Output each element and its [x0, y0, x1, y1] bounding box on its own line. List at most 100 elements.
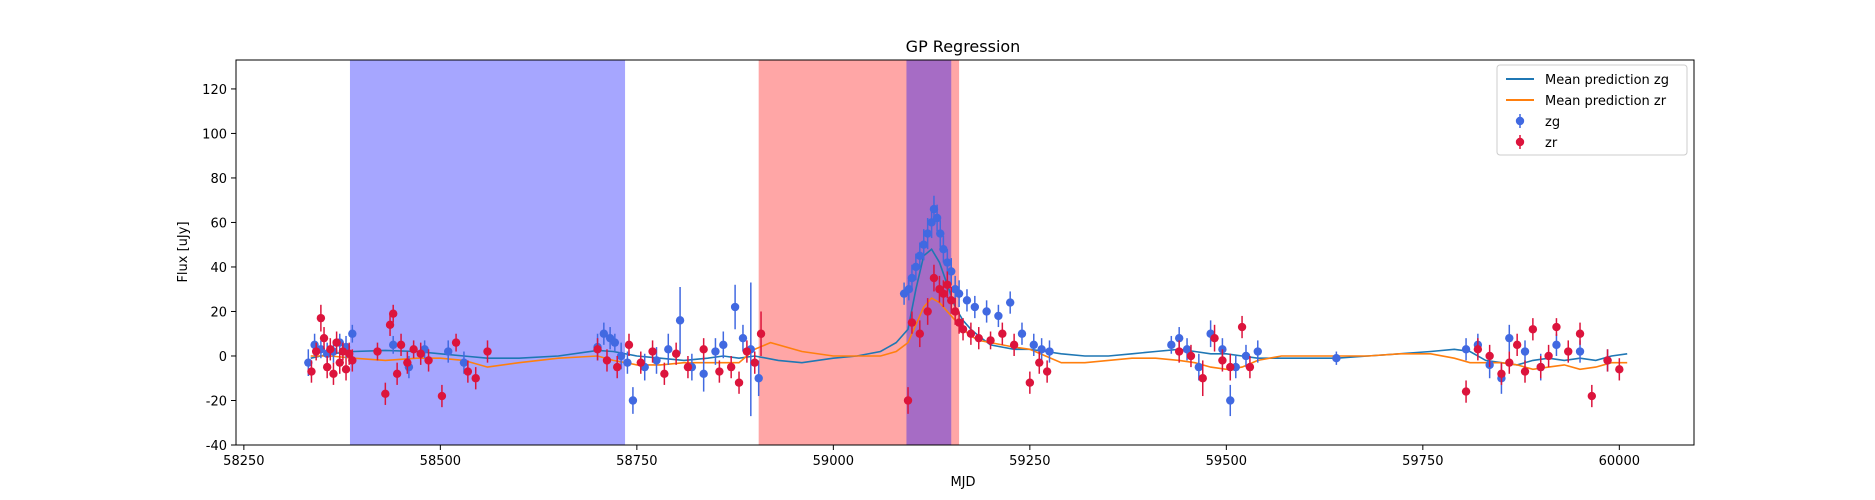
- point-zr: [335, 358, 344, 367]
- point-zr: [939, 289, 948, 298]
- point-zg: [936, 229, 945, 238]
- point-zg: [1520, 347, 1530, 356]
- point-zr: [1009, 340, 1019, 350]
- y-tick-label: -40: [206, 439, 227, 454]
- shaded-region-1: [758, 60, 960, 445]
- point-zr: [392, 369, 402, 378]
- legend-label-mean-prediction-zg: Mean prediction zg: [1545, 73, 1669, 88]
- point-zr: [463, 367, 473, 376]
- y-tick-label: 20: [210, 305, 227, 320]
- point-zg: [1218, 345, 1227, 354]
- point-zg: [1552, 340, 1561, 350]
- legend-label-mean-prediction-zr: Mean prediction zr: [1545, 94, 1667, 109]
- x-tick-label: 58750: [616, 454, 657, 469]
- y-tick-label: 100: [202, 127, 227, 142]
- point-zr: [756, 329, 766, 338]
- legend-swatch-zr: [1515, 137, 1525, 147]
- point-zr: [907, 318, 917, 327]
- point-zr: [715, 367, 724, 376]
- legend: Mean prediction zg Mean prediction zr zg zr: [1496, 64, 1688, 156]
- point-zr: [750, 358, 759, 367]
- point-zr: [1505, 358, 1514, 367]
- point-zg: [970, 302, 980, 312]
- point-zg: [1332, 354, 1341, 363]
- point-zr: [915, 329, 925, 338]
- point-zr: [329, 369, 338, 378]
- point-zr: [1497, 369, 1506, 378]
- point-zr: [1528, 325, 1538, 334]
- point-zr: [966, 329, 976, 338]
- point-zg: [1037, 345, 1046, 354]
- point-zg: [947, 267, 956, 276]
- point-zr: [923, 307, 932, 316]
- y-tick-label: 60: [210, 216, 227, 231]
- point-zr: [1473, 345, 1483, 354]
- plot-frame: [235, 59, 1695, 446]
- point-zr: [1461, 387, 1471, 396]
- point-zg: [754, 374, 763, 383]
- point-zr: [1186, 351, 1196, 361]
- legend-swatch-zg: [1515, 116, 1525, 126]
- x-tick-label: 58250: [223, 454, 264, 469]
- point-zr: [396, 340, 406, 350]
- point-zr: [322, 362, 332, 372]
- plot-area: [304, 60, 1628, 445]
- point-zg: [1182, 345, 1192, 354]
- x-axis-title: MJD: [950, 475, 975, 490]
- legend-box: [1496, 64, 1688, 156]
- y-tick-label: -20: [206, 394, 227, 409]
- point-zg: [907, 273, 917, 283]
- point-zg: [982, 307, 991, 316]
- point-zr: [1210, 333, 1219, 343]
- legend-label-zg: zg: [1545, 115, 1560, 130]
- point-zr: [734, 378, 744, 387]
- point-zr: [1025, 378, 1035, 387]
- point-zr: [986, 336, 995, 345]
- point-zr: [593, 345, 602, 354]
- point-zr: [1615, 365, 1624, 374]
- point-zg: [923, 229, 932, 238]
- point-zr: [1552, 322, 1561, 332]
- x-tick-label: 59250: [1009, 454, 1050, 469]
- point-zr: [699, 345, 708, 354]
- y-tick-label: 80: [210, 172, 227, 187]
- point-zr: [1512, 340, 1522, 350]
- point-zg: [915, 251, 925, 261]
- point-zr: [958, 325, 968, 334]
- point-zg: [699, 369, 708, 378]
- point-zr: [1042, 367, 1052, 376]
- point-zr: [613, 362, 622, 372]
- point-zr: [648, 347, 657, 356]
- point-zg: [664, 345, 673, 354]
- point-zg: [738, 333, 748, 343]
- point-zg: [904, 285, 914, 294]
- point-zr: [726, 362, 736, 372]
- point-zr: [385, 320, 395, 330]
- point-zr: [1218, 356, 1227, 365]
- point-zr: [1174, 347, 1184, 356]
- point-zg: [1505, 333, 1514, 343]
- point-zr: [1587, 391, 1597, 401]
- y-axis: -40 -20 0 20 40 60 80 100 120: [202, 83, 236, 454]
- point-zr: [483, 347, 492, 356]
- point-zg: [943, 258, 952, 267]
- point-zr: [1485, 351, 1494, 361]
- point-zr: [950, 307, 960, 316]
- x-tick-label: 59000: [813, 454, 854, 469]
- point-zr: [624, 340, 634, 350]
- point-zr: [1035, 358, 1044, 367]
- point-zr: [1245, 362, 1255, 372]
- point-zr: [1603, 356, 1612, 365]
- point-zr: [998, 329, 1007, 338]
- legend-label-zr: zr: [1545, 136, 1558, 151]
- point-zr: [348, 356, 357, 365]
- point-zr: [1237, 322, 1247, 332]
- point-zg: [1029, 340, 1038, 350]
- point-zr: [381, 389, 390, 399]
- point-zr: [316, 313, 326, 323]
- y-axis-title: Flux [uJy]: [176, 221, 191, 282]
- point-zg: [616, 351, 626, 361]
- y-tick-label: 40: [210, 261, 227, 276]
- point-zg: [459, 358, 469, 367]
- point-zr: [1575, 329, 1585, 338]
